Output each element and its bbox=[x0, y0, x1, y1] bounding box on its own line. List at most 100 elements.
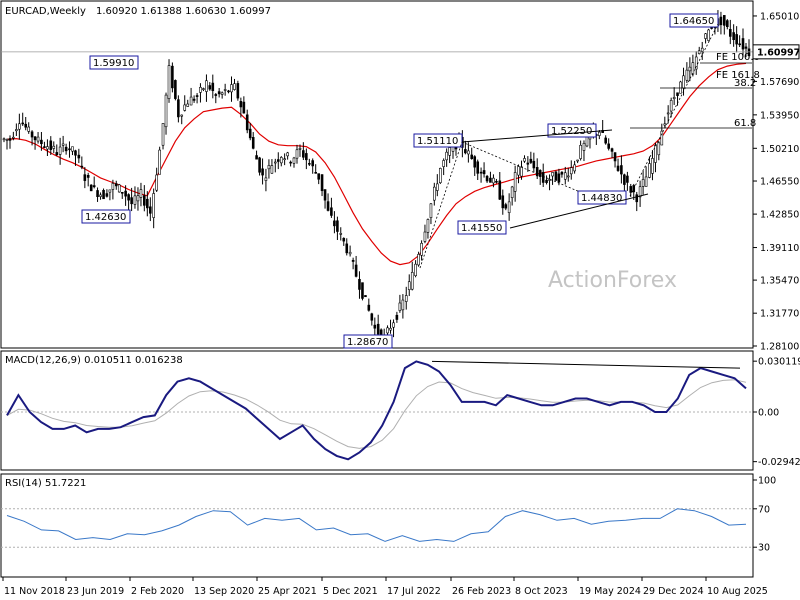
chart-header-symbol: EURCAD,Weekly bbox=[5, 6, 86, 17]
candle-body bbox=[64, 146, 68, 152]
candle-body bbox=[725, 20, 729, 27]
trendline-dashed bbox=[629, 23, 719, 197]
candle-body bbox=[33, 136, 37, 141]
price-label-text: 1.51110 bbox=[417, 136, 458, 147]
candle-body bbox=[305, 153, 308, 161]
macd-y-label: -0.029425 bbox=[758, 457, 800, 468]
candle-body bbox=[111, 183, 115, 190]
price-label-box bbox=[577, 190, 627, 205]
candle-body bbox=[694, 56, 698, 70]
candle-body bbox=[86, 174, 90, 178]
candle-body bbox=[407, 281, 411, 290]
candle-body bbox=[289, 161, 292, 164]
candle-body bbox=[367, 304, 371, 311]
macd-layer: 0.030119 0.00 -0.029425 bbox=[1, 357, 800, 468]
candle-body bbox=[700, 47, 704, 52]
candle-body bbox=[620, 165, 623, 175]
candle-body bbox=[2, 138, 6, 141]
candle-body bbox=[139, 189, 143, 198]
candle-body bbox=[120, 191, 124, 194]
candle-body bbox=[654, 144, 657, 163]
candle-body bbox=[12, 136, 15, 139]
candle-body bbox=[89, 184, 93, 192]
candle-body bbox=[560, 171, 564, 175]
macd-line bbox=[6, 360, 747, 461]
candle-body bbox=[532, 160, 536, 169]
candle-body bbox=[205, 80, 208, 92]
candle-body bbox=[495, 180, 498, 183]
candle-body bbox=[513, 172, 517, 192]
rsi-header: RSI(14) 51.7221 bbox=[5, 478, 86, 489]
candle-body bbox=[348, 251, 352, 255]
price-label-text: 1.64650 bbox=[673, 16, 714, 27]
main-pane bbox=[0, 0, 754, 349]
candle-body bbox=[626, 175, 629, 183]
candle-body bbox=[52, 145, 56, 149]
candle-body bbox=[130, 197, 133, 205]
y-tick-label: 1.35470 bbox=[760, 276, 799, 287]
candle-body bbox=[258, 157, 261, 173]
candle-body bbox=[529, 158, 533, 163]
y-axis: 1.65010 1.57690 1.53950 1.50210 1.46550 1.428… bbox=[1, 11, 800, 353]
candle-body bbox=[635, 194, 639, 203]
macd-header: MACD(12,26,9) 0.010511 0.016238 bbox=[5, 355, 183, 366]
candle-body bbox=[27, 126, 31, 132]
candle-body bbox=[470, 154, 474, 159]
candle-body bbox=[722, 15, 726, 26]
candle-body bbox=[102, 189, 105, 200]
candle-body bbox=[273, 161, 277, 164]
x-tick-label: 2 Feb 2020 bbox=[131, 586, 184, 597]
candle-body bbox=[286, 152, 289, 157]
candle-body bbox=[183, 104, 187, 111]
candle-body bbox=[239, 101, 243, 108]
candle-body bbox=[644, 176, 648, 187]
candle-body bbox=[551, 172, 554, 177]
candle-body bbox=[292, 157, 296, 164]
candle-body bbox=[404, 295, 408, 302]
candle-body bbox=[676, 92, 679, 96]
candle-body bbox=[354, 264, 358, 277]
price-label-box bbox=[343, 334, 393, 349]
candle-body bbox=[330, 207, 333, 216]
candle-body bbox=[167, 65, 171, 99]
candle-body bbox=[174, 80, 177, 99]
candle-body bbox=[489, 177, 492, 183]
candle-body bbox=[523, 158, 526, 162]
y-tick-label: 1.39110 bbox=[760, 243, 799, 254]
candle-body bbox=[666, 112, 670, 115]
candle-body bbox=[442, 160, 445, 167]
candle-body bbox=[691, 62, 695, 75]
candle-body bbox=[242, 101, 246, 114]
rsi-pane bbox=[0, 473, 754, 578]
candle-body bbox=[663, 123, 667, 126]
candle-body bbox=[623, 174, 626, 185]
candle-body bbox=[276, 159, 280, 162]
candle-body bbox=[233, 83, 236, 90]
moving-average-line bbox=[6, 62, 747, 266]
candle-body bbox=[68, 148, 71, 151]
candle-body bbox=[563, 172, 567, 180]
rsi-y-label: 100 bbox=[758, 476, 776, 487]
candle-body bbox=[164, 94, 168, 128]
candle-body bbox=[15, 129, 18, 132]
macd-y-label: 0.030119 bbox=[758, 357, 800, 368]
candle-body bbox=[114, 183, 118, 187]
current-price-label: 1.60997 bbox=[757, 47, 800, 58]
candle-body bbox=[429, 203, 433, 218]
candle-body bbox=[376, 323, 380, 335]
candle-body bbox=[18, 123, 21, 130]
candle-body bbox=[270, 165, 274, 174]
candle-body bbox=[345, 243, 349, 254]
candle-body bbox=[342, 237, 346, 242]
x-axis: 11 Nov 2018 23 Jun 2019 2 Feb 2020 13 Sep 2… bbox=[2, 577, 768, 597]
candle-body bbox=[392, 322, 395, 328]
candle-body bbox=[117, 184, 121, 193]
candle-body bbox=[146, 198, 149, 209]
x-tick-label: 17 Jul 2022 bbox=[387, 586, 441, 597]
candle-body bbox=[171, 65, 174, 89]
candle-body bbox=[74, 150, 77, 156]
candle-body bbox=[420, 242, 423, 256]
macd-y-label: 0.00 bbox=[758, 408, 779, 419]
price-label-text: 1.41550 bbox=[461, 223, 502, 234]
